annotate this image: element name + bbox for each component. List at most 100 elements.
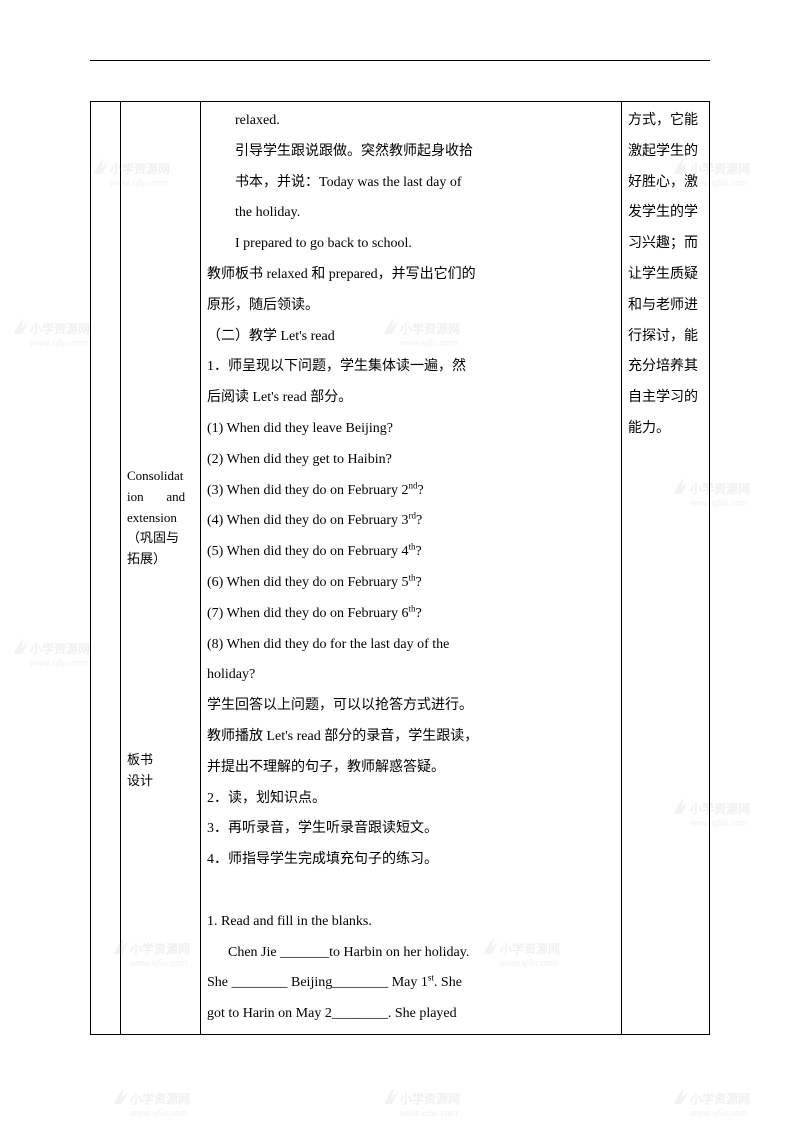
watermark-icon: 小学资源网 www.xj5u.com bbox=[690, 1090, 750, 1119]
line: 并提出不理解的句子，教师解惑答疑。 bbox=[207, 753, 615, 784]
line: I prepared to go back to school. bbox=[207, 229, 615, 260]
line: 1. Read and fill in the blanks. bbox=[207, 907, 615, 938]
watermark-url: www.xj5u.com bbox=[130, 1108, 188, 1118]
text: (8) When did they do for the last day of… bbox=[207, 637, 449, 652]
watermark-url: www.xj5u.com bbox=[30, 658, 88, 668]
question: (5) When did they do on February 4th? bbox=[207, 537, 615, 568]
text: holiday? bbox=[207, 667, 255, 682]
col-content: relaxed. 引导学生跟说跟做。突然教师起身收拾 书本，并说：Today w… bbox=[201, 102, 622, 1035]
text: I prepared to go back to school. bbox=[235, 236, 412, 251]
line: relaxed. bbox=[207, 106, 615, 137]
text: (3) When did they do on February 2 bbox=[207, 483, 409, 498]
text: extension bbox=[127, 510, 177, 525]
text: （巩固与 bbox=[127, 530, 179, 545]
text: relaxed. bbox=[235, 113, 280, 128]
superscript: th bbox=[409, 603, 416, 613]
line: 书本，并说：Today was the last day of bbox=[207, 168, 615, 199]
text: She ________ Beijing________ May 1 bbox=[207, 975, 428, 990]
text: 书本，并说：Today was the last day of bbox=[235, 175, 461, 190]
text: (7) When did they do on February 6 bbox=[207, 606, 409, 621]
watermark-url: www.xj5u.com bbox=[690, 1108, 748, 1118]
text: （二）教学 Let's read bbox=[207, 329, 335, 344]
note-line: 激起学生的 bbox=[628, 137, 703, 168]
section-consolidation: Consolidat ion and extension （巩固与 拓展） bbox=[127, 466, 194, 570]
col-notes: 方式，它能 激起学生的 好胜心，激 发学生的学 习兴趣；而 让学生质疑 和与老师… bbox=[622, 102, 710, 1035]
text: ? bbox=[418, 483, 424, 498]
text: 2．读，划知识点。 bbox=[207, 791, 326, 806]
question: (1) When did they leave Beijing? bbox=[207, 414, 615, 445]
text: 并提出不理解的句子，教师解惑答疑。 bbox=[207, 760, 445, 775]
note-line: 行探讨，能 bbox=[628, 322, 703, 353]
text: 1. Read and fill in the blanks. bbox=[207, 914, 372, 929]
text: (6) When did they do on February 5 bbox=[207, 575, 409, 590]
text: 学生回答以上问题，可以以抢答方式进行。 bbox=[207, 698, 473, 713]
superscript: th bbox=[409, 542, 416, 552]
note-line: 习兴趣；而 bbox=[628, 229, 703, 260]
question: (3) When did they do on February 2nd? bbox=[207, 476, 615, 507]
line: 引导学生跟说跟做。突然教师起身收拾 bbox=[207, 137, 615, 168]
text: 拓展） bbox=[127, 551, 166, 566]
text: Consolidat bbox=[127, 468, 183, 483]
text: 4．师指导学生完成填充句子的练习。 bbox=[207, 852, 438, 867]
note-line: 好胜心，激 bbox=[628, 168, 703, 199]
section-board-design: 板书 设计 bbox=[127, 750, 194, 792]
watermark-title: 小学资源网 bbox=[30, 642, 90, 656]
line: （二）教学 Let's read bbox=[207, 322, 615, 353]
watermark-icon: 小学资源网 www.xj5u.com bbox=[30, 320, 90, 349]
line: 4．师指导学生完成填充句子的练习。 bbox=[207, 845, 615, 876]
text: ion and bbox=[127, 489, 185, 504]
line: 2．读，划知识点。 bbox=[207, 784, 615, 815]
line: 1．师呈现以下问题，学生集体读一遍，然 bbox=[207, 352, 615, 383]
note-line: 能力。 bbox=[628, 414, 703, 445]
text: ? bbox=[416, 575, 422, 590]
line: 3．再听录音，学生听录音跟读短文。 bbox=[207, 814, 615, 845]
line: 教师板书 relaxed 和 prepared，并写出它们的 bbox=[207, 260, 615, 291]
superscript: th bbox=[409, 572, 416, 582]
text: 板书 bbox=[127, 752, 153, 767]
watermark-title: 小学资源网 bbox=[130, 1092, 190, 1106]
text: ? bbox=[416, 606, 422, 621]
question: holiday? bbox=[207, 660, 615, 691]
line: the holiday. bbox=[207, 198, 615, 229]
line: 教师播放 Let's read 部分的录音，学生跟读， bbox=[207, 722, 615, 753]
text: 3．再听录音，学生听录音跟读短文。 bbox=[207, 821, 438, 836]
text: (4) When did they do on February 3 bbox=[207, 513, 409, 528]
watermark-icon: 小学资源网 www.xj5u.com bbox=[30, 640, 90, 669]
note-line: 充分培养其 bbox=[628, 352, 703, 383]
watermark-icon: 小学资源网 www.xj5u.com bbox=[400, 1090, 460, 1119]
question: (2) When did they get to Haibin? bbox=[207, 445, 615, 476]
text: ? bbox=[416, 513, 422, 528]
text: . She bbox=[434, 975, 462, 990]
question: (8) When did they do for the last day of… bbox=[207, 630, 615, 661]
col-section: Consolidat ion and extension （巩固与 拓展） 板书… bbox=[121, 102, 201, 1035]
top-rule bbox=[90, 60, 710, 61]
text: got to Harin on May 2________. She playe… bbox=[207, 1006, 457, 1021]
watermark-icon: 小学资源网 www.xj5u.com bbox=[130, 1090, 190, 1119]
text: Chen Jie _______to Harbin on her holiday… bbox=[228, 945, 469, 960]
line: 学生回答以上问题，可以以抢答方式进行。 bbox=[207, 691, 615, 722]
watermark-title: 小学资源网 bbox=[400, 1092, 460, 1106]
superscript: nd bbox=[409, 480, 418, 490]
watermark-title: 小学资源网 bbox=[690, 1092, 750, 1106]
note-line: 自主学习的 bbox=[628, 383, 703, 414]
text: 教师板书 relaxed 和 prepared，并写出它们的 bbox=[207, 267, 476, 282]
text: 引导学生跟说跟做。突然教师起身收拾 bbox=[235, 144, 473, 159]
question: (6) When did they do on February 5th? bbox=[207, 568, 615, 599]
watermark-url: www.xj5u.com bbox=[400, 1108, 458, 1118]
line: 后阅读 Let's read 部分。 bbox=[207, 383, 615, 414]
question: (4) When did they do on February 3rd? bbox=[207, 506, 615, 537]
text: (5) When did they do on February 4 bbox=[207, 544, 409, 559]
text: ? bbox=[416, 544, 422, 559]
text: 1．师呈现以下问题，学生集体读一遍，然 bbox=[207, 359, 466, 374]
line: got to Harin on May 2________. She playe… bbox=[207, 999, 615, 1030]
superscript: rd bbox=[409, 511, 417, 521]
watermark-url: www.xj5u.com bbox=[30, 338, 88, 348]
text: the holiday. bbox=[235, 205, 300, 220]
note-line: 发学生的学 bbox=[628, 198, 703, 229]
text: 原形，随后领读。 bbox=[207, 298, 319, 313]
line bbox=[207, 876, 615, 907]
text: 设计 bbox=[127, 773, 153, 788]
note-line: 方式，它能 bbox=[628, 106, 703, 137]
watermark-title: 小学资源网 bbox=[30, 322, 90, 336]
text: (1) When did they leave Beijing? bbox=[207, 421, 393, 436]
